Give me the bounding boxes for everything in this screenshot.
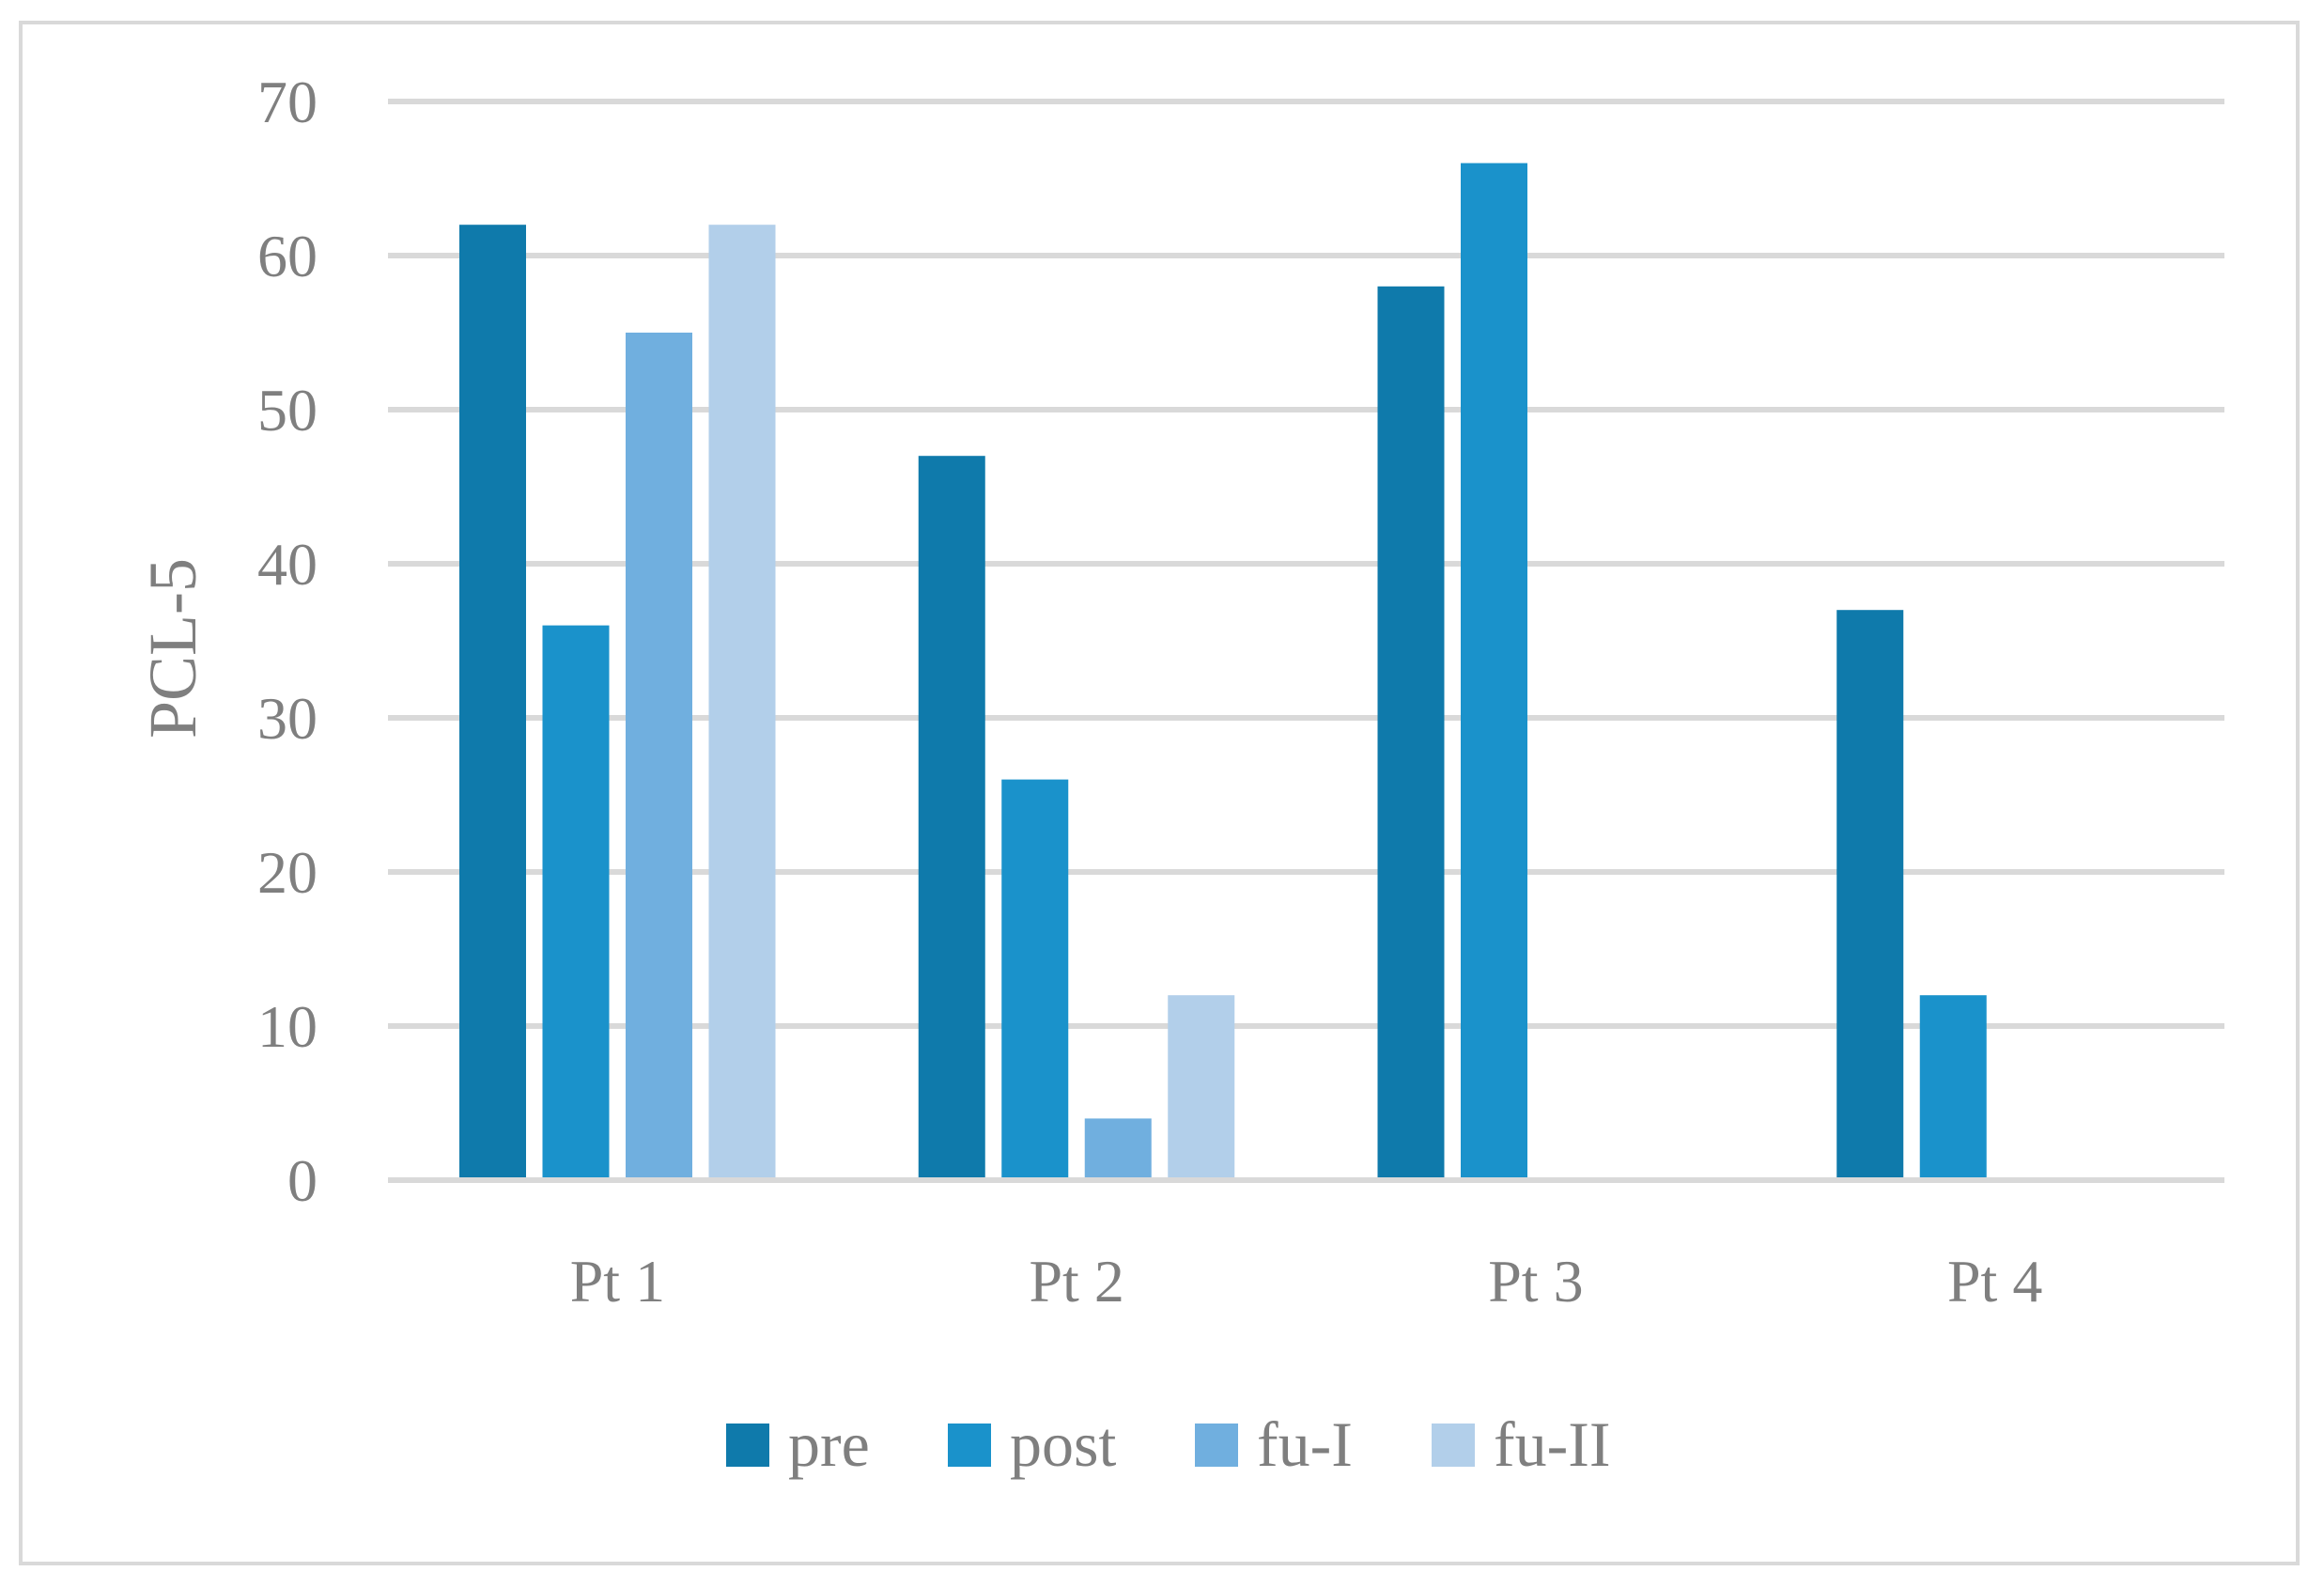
y-tick-label: 20	[257, 839, 318, 906]
y-axis-ticks: 0 10 20 30 40 50 60 70	[257, 69, 318, 1214]
bar-fu-II-pt-2	[1168, 995, 1235, 1180]
legend-swatch-pre	[726, 1424, 769, 1467]
bar-pre-pt-1	[459, 225, 526, 1180]
x-tick-label: Pt 3	[1488, 1248, 1583, 1315]
y-tick-label: 0	[287, 1147, 318, 1214]
bar-fu-II-pt-1	[708, 225, 776, 1180]
legend-label-pre: pre	[788, 1408, 870, 1480]
x-axis-ticks: Pt 1 Pt 2 Pt 3 Pt 4	[570, 1248, 2043, 1315]
bar-post-pt-3	[1461, 163, 1527, 1181]
x-tick-label: Pt 2	[1029, 1248, 1123, 1315]
bar-pre-pt-3	[1377, 286, 1445, 1180]
bar-post-pt-4	[1919, 995, 1987, 1180]
chart-frame	[19, 21, 2300, 1565]
y-tick-label: 60	[257, 223, 318, 289]
y-tick-label: 10	[257, 993, 318, 1060]
y-axis-title: PCL-5	[135, 558, 210, 739]
legend-swatch-post	[948, 1424, 991, 1467]
legend-swatch-fu-II	[1432, 1424, 1475, 1467]
bar-pre-pt-4	[1836, 610, 1904, 1180]
bar-post-pt-2	[1001, 779, 1069, 1180]
legend-label-fu-II: fu-II	[1494, 1408, 1611, 1480]
legend: pre post fu-I fu-II	[726, 1408, 1611, 1480]
bar-fu-I-pt-2	[1084, 1118, 1152, 1180]
y-tick-label: 40	[257, 531, 318, 598]
bar-post-pt-1	[542, 625, 610, 1180]
legend-label-fu-I: fu-I	[1257, 1408, 1353, 1480]
y-tick-label: 70	[257, 69, 318, 135]
bars	[388, 163, 2224, 1183]
legend-label-post: post	[1010, 1408, 1116, 1480]
y-tick-label: 50	[257, 377, 318, 443]
bar-fu-I-pt-1	[626, 333, 692, 1180]
x-tick-label: Pt 4	[1947, 1248, 2042, 1315]
y-tick-label: 30	[257, 685, 318, 752]
bar-pre-pt-2	[918, 456, 985, 1180]
x-tick-label: Pt 1	[570, 1248, 665, 1315]
legend-swatch-fu-I	[1195, 1424, 1238, 1467]
